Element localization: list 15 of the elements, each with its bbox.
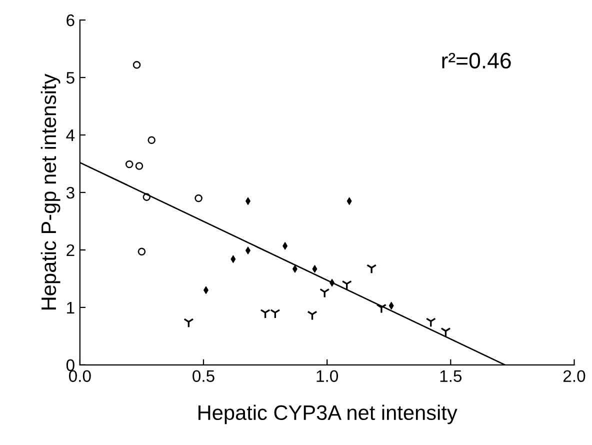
- annotation: r²=0.46: [442, 52, 511, 69]
- y-tick-label: 3: [66, 186, 74, 199]
- x-tick-label: 1.5: [440, 370, 462, 382]
- x-tick-label: 2.0: [563, 370, 586, 382]
- y-tick-label: 4: [66, 130, 75, 142]
- y-tick-label: 5: [66, 72, 74, 84]
- y-tick-label: 0: [66, 359, 74, 372]
- x-tick-label: 1.0: [316, 370, 338, 382]
- x-tick-label: 0.0: [68, 370, 91, 382]
- y-tick-label: 6: [66, 14, 74, 26]
- y-axis-title: Hepatic P-gp net intensity: [40, 74, 60, 310]
- y-tick-label: 2: [66, 244, 74, 256]
- x-axis-title: Hepatic CYP3A net intensity: [198, 404, 458, 424]
- y-tick-label: 1: [67, 302, 74, 314]
- x-tick-label: 0.5: [192, 370, 214, 382]
